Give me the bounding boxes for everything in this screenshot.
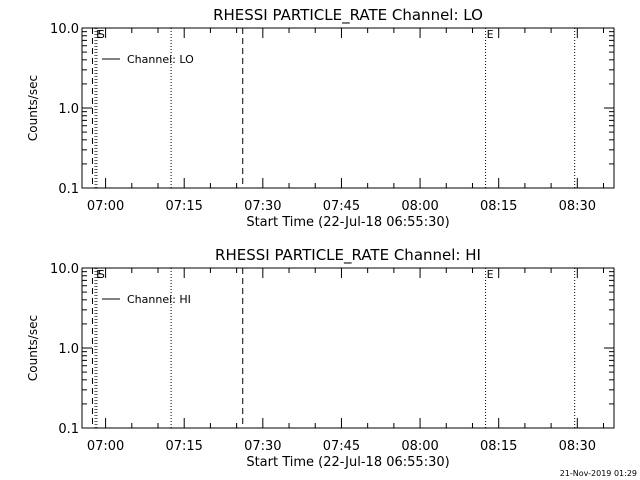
x-tick-label: 07:45 bbox=[323, 439, 360, 454]
x-tick-label: 07:00 bbox=[87, 199, 124, 214]
x-tick-label: 07:30 bbox=[244, 439, 281, 454]
x-tick-label: 08:00 bbox=[401, 199, 438, 214]
plot-frame bbox=[81, 27, 615, 189]
y-tick-label: 1.0 bbox=[58, 102, 79, 117]
x-tick-label: 08:00 bbox=[401, 439, 438, 454]
x-tick-label: 07:45 bbox=[323, 199, 360, 214]
event-marker-label: E bbox=[96, 268, 103, 281]
event-marker-label: E bbox=[487, 28, 494, 41]
y-axis-label: Counts/sec bbox=[26, 75, 40, 141]
event-marker-label: E bbox=[487, 268, 494, 281]
event-marker-label: E bbox=[96, 28, 103, 41]
legend-label: Channel: HI bbox=[127, 293, 191, 306]
chart-title: RHESSI PARTICLE_RATE Channel: HI bbox=[215, 246, 481, 265]
y-tick-label: 0.1 bbox=[58, 422, 79, 437]
x-tick-label: 08:15 bbox=[480, 439, 517, 454]
y-tick-label: 1.0 bbox=[58, 342, 79, 357]
plot-frame bbox=[81, 267, 615, 429]
x-tick-label: 08:30 bbox=[559, 199, 596, 214]
legend-label: Channel: LO bbox=[127, 53, 194, 66]
x-tick-label: 07:00 bbox=[87, 439, 124, 454]
x-tick-label: 07:15 bbox=[165, 439, 202, 454]
x-tick-label: 08:15 bbox=[480, 199, 517, 214]
y-axis-label: Counts/sec bbox=[26, 315, 40, 381]
x-axis-label: Start Time (22-Jul-18 06:55:30) bbox=[246, 215, 449, 230]
footer-timestamp: 21-Nov-2019 01:29 bbox=[560, 469, 637, 478]
event-marker-label: S bbox=[98, 268, 105, 281]
y-tick-label: 10.0 bbox=[50, 262, 79, 277]
panel-lo: RHESSI PARTICLE_RATE Channel: LO Start Ti… bbox=[26, 6, 615, 230]
x-tick-label: 07:30 bbox=[244, 199, 281, 214]
y-tick-label: 10.0 bbox=[50, 22, 79, 37]
chart-title: RHESSI PARTICLE_RATE Channel: LO bbox=[213, 6, 483, 25]
event-marker-label: S bbox=[98, 28, 105, 41]
y-tick-label: 0.1 bbox=[58, 182, 79, 197]
x-tick-label: 07:15 bbox=[165, 199, 202, 214]
panel-hi: RHESSI PARTICLE_RATE Channel: HI Start Ti… bbox=[26, 246, 615, 470]
x-tick-label: 08:30 bbox=[559, 439, 596, 454]
x-axis-label: Start Time (22-Jul-18 06:55:30) bbox=[246, 455, 449, 470]
